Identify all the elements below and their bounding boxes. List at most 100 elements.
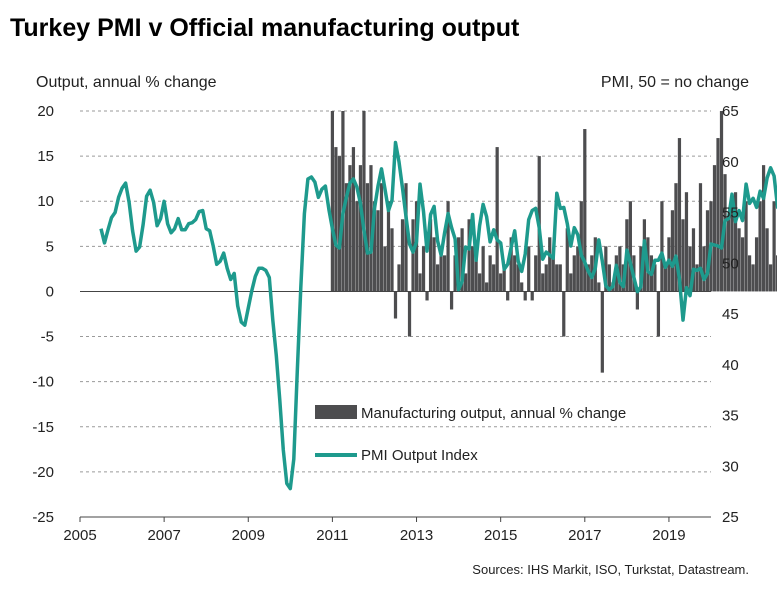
output-bar bbox=[628, 201, 632, 292]
output-bar bbox=[418, 273, 422, 292]
output-bar bbox=[719, 111, 724, 292]
output-bar bbox=[527, 246, 531, 292]
output-bar bbox=[492, 264, 496, 292]
output-bar bbox=[428, 219, 433, 292]
output-bar bbox=[562, 291, 566, 337]
output-bar bbox=[677, 138, 682, 292]
output-bar bbox=[376, 210, 380, 292]
output-bar bbox=[618, 246, 622, 292]
output-bar bbox=[548, 237, 552, 292]
output-bar bbox=[453, 255, 457, 292]
output-bar bbox=[506, 291, 510, 301]
output-bar bbox=[351, 147, 356, 292]
output-bar bbox=[502, 264, 506, 292]
y-right-tick-label: 35 bbox=[722, 408, 739, 425]
output-bar bbox=[597, 282, 601, 292]
output-bar bbox=[337, 156, 342, 292]
output-bar bbox=[576, 246, 580, 292]
y-left-tick-label: -5 bbox=[41, 329, 54, 346]
output-bar bbox=[691, 228, 696, 292]
output-bar bbox=[558, 264, 562, 292]
output-bar bbox=[730, 201, 734, 292]
output-bar bbox=[740, 237, 745, 292]
output-bar bbox=[660, 201, 664, 292]
legend-line-label: PMI Output Index bbox=[361, 447, 478, 464]
output-bar bbox=[747, 255, 752, 292]
output-bar bbox=[330, 111, 335, 292]
output-bar bbox=[390, 228, 394, 292]
output-bar bbox=[471, 246, 475, 292]
y-left-tick-label: -15 bbox=[32, 419, 54, 436]
output-bar bbox=[411, 219, 415, 292]
output-bar bbox=[604, 246, 608, 292]
output-bar bbox=[555, 264, 559, 292]
y-left-ticks: 20 15 10 5 0 -5 -10 -15 -20 -25 bbox=[32, 103, 54, 526]
output-bar bbox=[600, 291, 604, 373]
output-bar bbox=[355, 201, 359, 292]
output-bar bbox=[344, 183, 349, 292]
output-bar bbox=[449, 291, 454, 310]
output-bar bbox=[516, 264, 520, 292]
y-right-tick-label: 55 bbox=[722, 205, 739, 222]
y-right-tick-label: 65 bbox=[722, 103, 739, 120]
chart-title: Turkey PMI v Official manufacturing outp… bbox=[10, 14, 520, 42]
output-bar bbox=[334, 147, 338, 292]
output-bar bbox=[744, 201, 748, 292]
output-bar bbox=[758, 201, 762, 292]
y-left-tick-label: -20 bbox=[32, 464, 54, 481]
output-bar bbox=[386, 201, 391, 292]
output-bar bbox=[407, 291, 412, 337]
output-bar bbox=[733, 192, 738, 292]
y-left-tick-label: 0 bbox=[46, 283, 54, 300]
output-bar bbox=[400, 219, 405, 292]
output-bar bbox=[551, 255, 555, 292]
output-bar bbox=[530, 291, 534, 301]
output-bar bbox=[667, 237, 671, 292]
y-right-tick-label: 45 bbox=[722, 306, 739, 323]
output-bar bbox=[656, 291, 661, 337]
output-bar bbox=[765, 228, 769, 292]
output-bar bbox=[509, 237, 513, 292]
output-bar bbox=[684, 192, 689, 292]
x-tick-label: 2009 bbox=[232, 527, 265, 544]
output-bar bbox=[442, 255, 447, 292]
output-bar bbox=[372, 201, 377, 292]
y-right-tick-label: 60 bbox=[722, 154, 739, 171]
source-note: Sources: IHS Markit, ISO, Turkstat, Data… bbox=[472, 562, 749, 577]
y-left-tick-label: -10 bbox=[32, 374, 54, 391]
output-bar bbox=[695, 264, 699, 292]
output-bar bbox=[421, 246, 426, 292]
output-bar bbox=[775, 255, 777, 292]
output-bar bbox=[435, 264, 440, 292]
output-bar bbox=[681, 219, 685, 292]
output-bar bbox=[460, 228, 464, 292]
output-bar bbox=[607, 264, 611, 292]
y-left-tick-label: 20 bbox=[37, 103, 54, 120]
y-right-tick-label: 25 bbox=[722, 509, 739, 526]
bar-series bbox=[330, 111, 777, 373]
output-bar bbox=[670, 210, 675, 292]
output-bar bbox=[499, 273, 503, 292]
y-right-tick-label: 50 bbox=[722, 255, 739, 272]
legend-bar-swatch bbox=[315, 405, 357, 419]
output-bar bbox=[761, 165, 766, 292]
y-right-tick-label: 30 bbox=[722, 458, 739, 475]
output-bar bbox=[513, 255, 517, 292]
y-right-ticks: 65 60 55 50 45 40 35 30 25 bbox=[722, 103, 739, 526]
output-bar bbox=[439, 246, 443, 292]
y-right-axis-label: PMI, 50 = no change bbox=[600, 74, 749, 91]
legend: Manufacturing output, annual % change PM… bbox=[315, 405, 626, 464]
y-left-tick-label: 15 bbox=[37, 148, 54, 165]
y-left-tick-label: 10 bbox=[37, 193, 54, 210]
output-bar bbox=[698, 183, 703, 292]
output-bar bbox=[358, 165, 363, 292]
output-bar bbox=[474, 255, 478, 292]
output-bar bbox=[463, 273, 468, 292]
output-bar bbox=[772, 201, 776, 292]
output-bar bbox=[348, 165, 352, 292]
output-bar bbox=[754, 237, 759, 292]
output-bar bbox=[674, 183, 678, 292]
x-ticks: 2005 2007 2009 2011 2013 2015 2017 2019 bbox=[63, 516, 711, 544]
y-right-tick-label: 40 bbox=[722, 357, 739, 374]
output-bar bbox=[523, 291, 527, 301]
